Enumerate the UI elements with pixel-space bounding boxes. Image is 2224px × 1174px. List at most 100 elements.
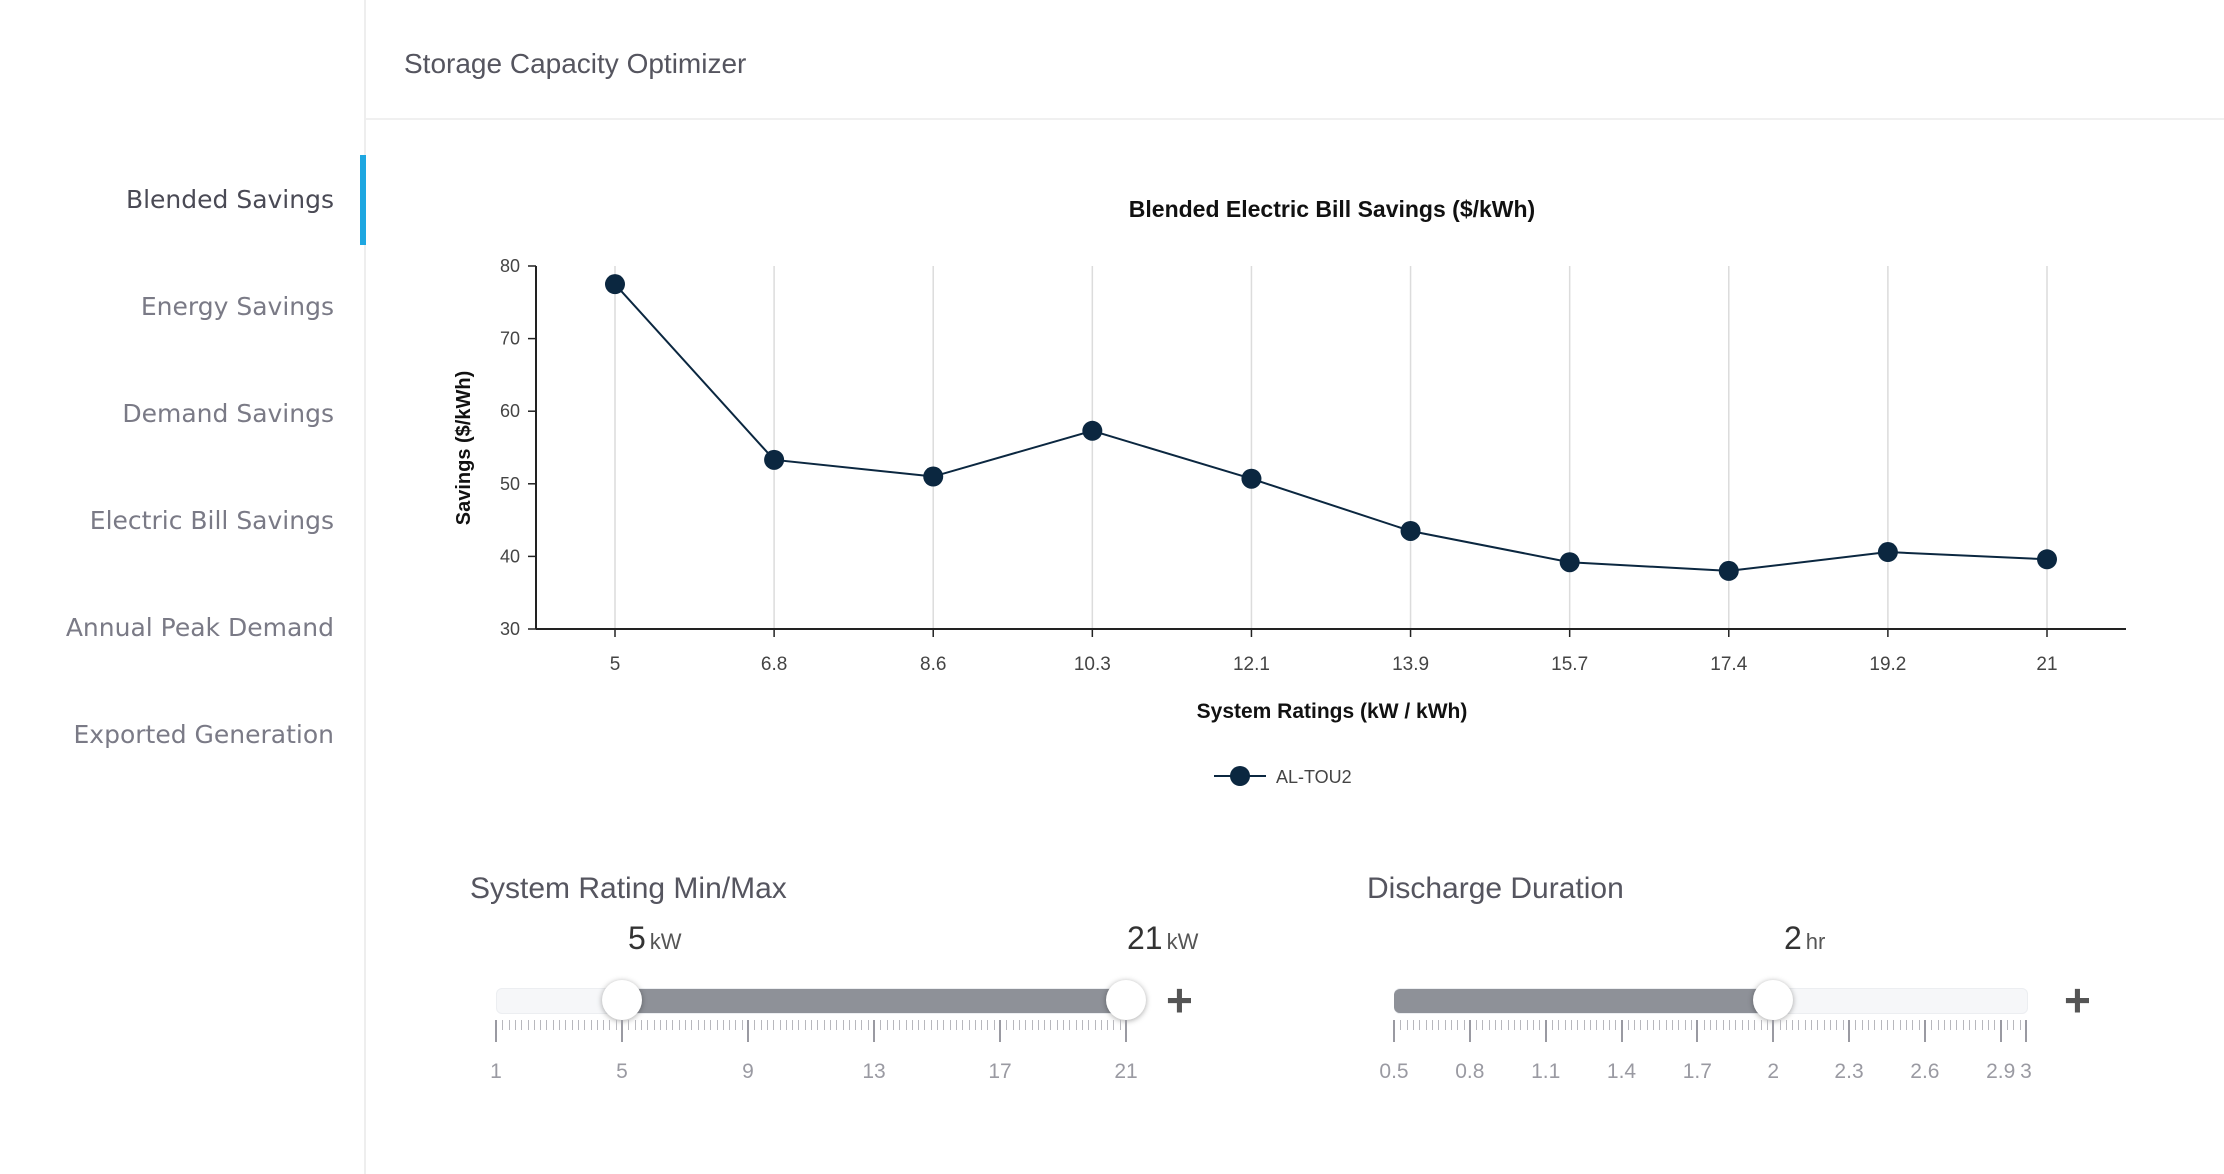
scale-minor-tick	[1050, 1020, 1052, 1030]
max-value-unit: kW	[1166, 929, 1199, 954]
scale-minor-tick	[1830, 1020, 1832, 1030]
scale-minor-tick	[861, 1020, 863, 1030]
system-rating-plus-button[interactable]: +	[1166, 974, 1193, 1026]
system-rating-max-handle[interactable]	[1106, 980, 1146, 1020]
data-point[interactable]	[1718, 560, 1739, 581]
scale-minor-tick	[773, 1020, 775, 1030]
data-point[interactable]	[1559, 552, 1580, 573]
scale-minor-tick	[1975, 1020, 1977, 1030]
scale-minor-tick	[666, 1020, 668, 1030]
scale-minor-tick	[1893, 1020, 1895, 1030]
scale-minor-tick	[1779, 1020, 1781, 1030]
system-rating-max-value: 21 kW	[1127, 920, 1198, 957]
data-point[interactable]	[1241, 468, 1262, 489]
scale-minor-tick	[1760, 1020, 1762, 1030]
scale-minor-tick	[1627, 1020, 1629, 1030]
sidebar-item-exported-generation[interactable]: Exported Generation	[74, 690, 335, 780]
scale-minor-tick	[1419, 1020, 1421, 1030]
scale-label: 2.6	[1910, 1060, 1940, 1083]
scale-major-tick	[2025, 1020, 2027, 1042]
scale-label: 0.8	[1455, 1060, 1485, 1083]
scale-minor-tick	[2007, 1020, 2009, 1030]
legend-label: AL-TOU2	[1276, 767, 1352, 787]
scale-minor-tick	[1602, 1020, 1604, 1030]
scale-minor-tick	[855, 1020, 857, 1030]
scale-minor-tick	[508, 1020, 510, 1030]
x-tick-label: 13.9	[1392, 654, 1429, 675]
scale-major-tick	[747, 1020, 749, 1042]
x-tick-label: 19.2	[1869, 654, 1906, 675]
discharge-duration-handle[interactable]	[1753, 980, 1794, 1020]
sidebar-item-demand-savings[interactable]: Demand Savings	[122, 369, 334, 459]
sidebar-item-energy-savings[interactable]: Energy Savings	[141, 262, 334, 352]
x-tick-label: 6.8	[761, 654, 787, 675]
x-ticks: 5 6.8 8.6 10.3 12.1 13.9 15.7 17.4 19.2 21	[610, 629, 2058, 675]
scale-label: 3	[2020, 1060, 2032, 1083]
scale-minor-tick	[987, 1020, 989, 1030]
data-point[interactable]	[923, 466, 944, 487]
scale-minor-tick	[1450, 1020, 1452, 1030]
scale-minor-tick	[836, 1020, 838, 1030]
scale-minor-tick	[1874, 1020, 1876, 1030]
scale-minor-tick	[930, 1020, 932, 1030]
scale-minor-tick	[1634, 1020, 1636, 1030]
discharge-value-unit: hr	[1805, 929, 1826, 954]
scale-minor-tick	[546, 1020, 548, 1030]
scale-minor-tick	[1659, 1020, 1661, 1030]
data-point[interactable]	[1400, 520, 1421, 541]
scale-label: 2.3	[1834, 1060, 1864, 1083]
scale-minor-tick	[1012, 1020, 1014, 1030]
system-rating-min-handle[interactable]	[602, 980, 642, 1020]
sidebar-item-electric-bill-savings[interactable]: Electric Bill Savings	[90, 476, 334, 566]
chart-grid	[614, 266, 2048, 629]
data-point[interactable]	[1877, 542, 1898, 563]
scale-minor-tick	[981, 1020, 983, 1030]
scale-minor-tick	[937, 1020, 938, 1030]
scale-minor-tick	[609, 1020, 611, 1030]
scale-minor-tick	[1457, 1020, 1459, 1030]
scale-minor-tick	[892, 1020, 894, 1030]
scale-major-tick	[1468, 1020, 1471, 1042]
scale-minor-tick	[1962, 1020, 1964, 1030]
scale-minor-tick	[1438, 1020, 1440, 1030]
scale-major-tick	[495, 1020, 497, 1042]
scale-minor-tick	[1037, 1020, 1039, 1030]
data-point[interactable]	[1082, 420, 1103, 441]
scale-minor-tick	[1444, 1020, 1446, 1030]
scale-minor-tick	[1025, 1020, 1027, 1030]
data-point[interactable]	[2037, 549, 2057, 570]
y-tick-label: 80	[500, 256, 520, 276]
scale-minor-tick	[1785, 1020, 1787, 1030]
scale-minor-tick	[1792, 1020, 1794, 1030]
scale-minor-tick	[1520, 1020, 1522, 1030]
scale-major-tick	[1999, 1020, 2002, 1042]
scale-minor-tick	[1823, 1020, 1825, 1030]
scale-minor-tick	[1507, 1020, 1509, 1030]
scale-minor-tick	[634, 1020, 636, 1030]
sidebar-item-blended-savings[interactable]: Blended Savings	[126, 155, 334, 245]
data-point[interactable]	[605, 274, 625, 295]
data-point[interactable]	[764, 449, 785, 470]
scale-minor-tick	[1703, 1020, 1705, 1030]
scale-minor-tick	[766, 1020, 768, 1030]
y-tick-label: 70	[500, 329, 520, 349]
y-ticks: 30 40 50 60 70 80	[500, 256, 536, 639]
scale-minor-tick	[1931, 1020, 1933, 1030]
scale-minor-tick	[1640, 1020, 1642, 1030]
scale-minor-tick	[584, 1020, 586, 1030]
legend[interactable]: AL-TOU2	[1214, 766, 1352, 787]
x-tick-label: 12.1	[1233, 654, 1270, 675]
scale-minor-tick	[880, 1020, 882, 1030]
scale-minor-tick	[899, 1020, 901, 1030]
scale-minor-tick	[1476, 1020, 1478, 1030]
scale-label: 17	[988, 1060, 1012, 1083]
scale-minor-tick	[1113, 1020, 1115, 1030]
sidebar-item-annual-peak-demand[interactable]: Annual Peak Demand	[66, 583, 334, 673]
scale-major-tick	[1772, 1020, 1775, 1042]
x-axis-label: System Ratings (kW / kWh)	[1197, 700, 1468, 723]
y-tick-label: 40	[500, 546, 520, 566]
sidebar: Blended Savings Energy Savings Demand Sa…	[0, 0, 366, 1174]
scale-minor-tick	[842, 1020, 844, 1030]
discharge-duration-plus-button[interactable]: +	[2064, 974, 2091, 1026]
scale-minor-tick	[993, 1020, 995, 1030]
